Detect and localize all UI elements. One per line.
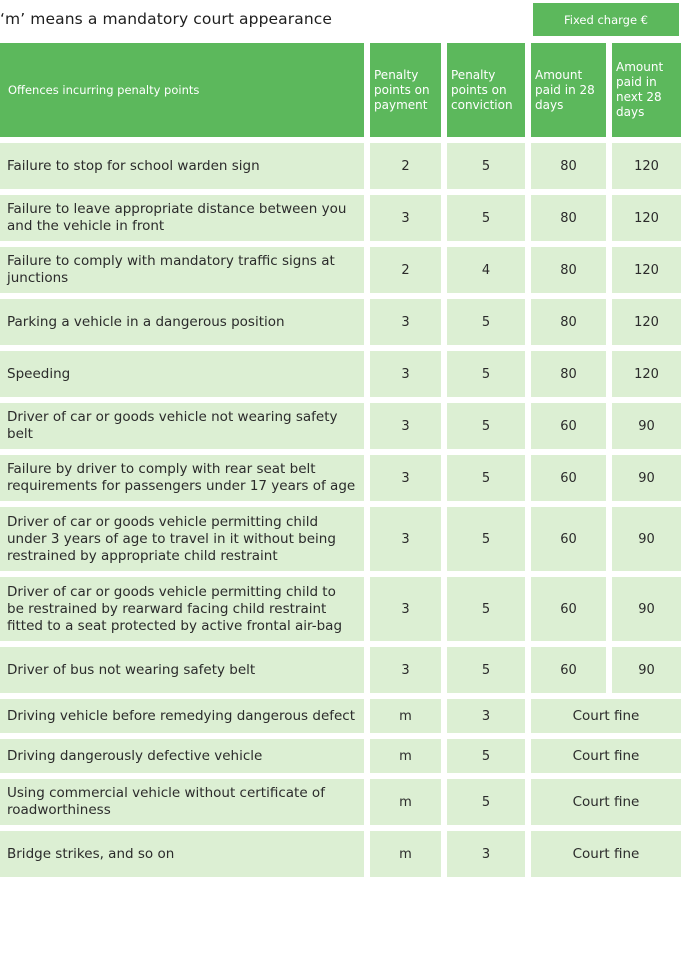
table-row: Driving vehicle before remedying dangero… xyxy=(0,699,681,739)
table-row: Driver of car or goods vehicle permittin… xyxy=(0,577,681,647)
table-row: Failure to leave appropriate distance be… xyxy=(0,195,681,247)
amount-next-28-days-cell: 90 xyxy=(612,455,681,507)
offence-cell: Failure to stop for school warden sign xyxy=(0,143,370,195)
amount-28-days-cell: 80 xyxy=(531,143,612,195)
points-on-payment-cell: m xyxy=(370,699,447,739)
offence-cell: Driver of car or goods vehicle not weari… xyxy=(0,403,370,455)
amount-28-days-cell: 60 xyxy=(531,647,612,699)
amount-28-days-cell: 60 xyxy=(531,455,612,507)
points-on-conviction-cell: 5 xyxy=(447,455,531,507)
amount-28-days-cell: 80 xyxy=(531,195,612,247)
points-on-payment-cell: 3 xyxy=(370,647,447,699)
points-on-conviction-cell: 5 xyxy=(447,143,531,195)
points-on-conviction-cell: 4 xyxy=(447,247,531,299)
table-row: Speeding 3 5 80 120 xyxy=(0,351,681,403)
court-fine-cell: Court fine xyxy=(531,739,681,779)
points-on-payment-cell: 2 xyxy=(370,143,447,195)
offence-cell: Speeding xyxy=(0,351,370,403)
penalty-points-table: Offences incurring penalty points Penalt… xyxy=(0,43,681,883)
points-on-payment-cell: 3 xyxy=(370,299,447,351)
points-on-payment-cell: 3 xyxy=(370,577,447,647)
table-row: Parking a vehicle in a dangerous positio… xyxy=(0,299,681,351)
offence-cell: Parking a vehicle in a dangerous positio… xyxy=(0,299,370,351)
points-on-conviction-cell: 3 xyxy=(447,831,531,883)
offence-cell: Failure to leave appropriate distance be… xyxy=(0,195,370,247)
points-on-conviction-cell: 5 xyxy=(447,577,531,647)
table-row: Failure to stop for school warden sign 2 5… xyxy=(0,143,681,195)
points-on-conviction-cell: 5 xyxy=(447,779,531,831)
offence-cell: Failure by driver to comply with rear se… xyxy=(0,455,370,507)
points-on-conviction-cell: 5 xyxy=(447,507,531,577)
table-header-row: Offences incurring penalty points Penalt… xyxy=(0,43,681,143)
offence-cell: Bridge strikes, and so on xyxy=(0,831,370,883)
amount-28-days-cell: 80 xyxy=(531,299,612,351)
amount-next-28-days-cell: 90 xyxy=(612,507,681,577)
header-offence: Offences incurring penalty points xyxy=(0,43,370,143)
points-on-payment-cell: m xyxy=(370,739,447,779)
offence-cell: Driving dangerously defective vehicle xyxy=(0,739,370,779)
points-on-conviction-cell: 5 xyxy=(447,351,531,403)
table-row: Driver of car or goods vehicle not weari… xyxy=(0,403,681,455)
amount-next-28-days-cell: 120 xyxy=(612,195,681,247)
mandatory-court-note: ‘m’ means a mandatory court appearance xyxy=(0,10,333,28)
amount-next-28-days-cell: 90 xyxy=(612,577,681,647)
points-on-payment-cell: 3 xyxy=(370,507,447,577)
header-points-on-conviction: Penalty points on conviction xyxy=(447,43,531,143)
table-row: Driver of bus not wearing safety belt 3 5 6… xyxy=(0,647,681,699)
offence-cell: Driving vehicle before remedying dangero… xyxy=(0,699,370,739)
court-fine-cell: Court fine xyxy=(531,779,681,831)
table-body: Failure to stop for school warden sign 2 5… xyxy=(0,143,681,883)
amount-next-28-days-cell: 90 xyxy=(612,647,681,699)
points-on-conviction-cell: 5 xyxy=(447,739,531,779)
table-row: Driving dangerously defective vehicle m 5 C… xyxy=(0,739,681,779)
header-points-on-payment: Penalty points on payment xyxy=(370,43,447,143)
table-row: Driver of car or goods vehicle permittin… xyxy=(0,507,681,577)
offence-cell: Using commercial vehicle without certifi… xyxy=(0,779,370,831)
table-row: Failure by driver to comply with rear se… xyxy=(0,455,681,507)
points-on-payment-cell: 3 xyxy=(370,403,447,455)
points-on-conviction-cell: 5 xyxy=(447,647,531,699)
points-on-payment-cell: 3 xyxy=(370,195,447,247)
points-on-payment-cell: m xyxy=(370,831,447,883)
offence-cell: Failure to comply with mandatory traffic… xyxy=(0,247,370,299)
points-on-payment-cell: m xyxy=(370,779,447,831)
points-on-conviction-cell: 5 xyxy=(447,195,531,247)
amount-28-days-cell: 60 xyxy=(531,507,612,577)
fixed-charge-header: Fixed charge € xyxy=(533,3,679,36)
amount-28-days-cell: 80 xyxy=(531,351,612,403)
points-on-payment-cell: 3 xyxy=(370,351,447,403)
amount-next-28-days-cell: 120 xyxy=(612,299,681,351)
points-on-conviction-cell: 3 xyxy=(447,699,531,739)
court-fine-cell: Court fine xyxy=(531,831,681,883)
amount-next-28-days-cell: 120 xyxy=(612,143,681,195)
offence-cell: Driver of car or goods vehicle permittin… xyxy=(0,577,370,647)
amount-next-28-days-cell: 120 xyxy=(612,247,681,299)
header-amount-next-28-days: Amount paid in next 28 days xyxy=(612,43,681,143)
amount-28-days-cell: 60 xyxy=(531,577,612,647)
offence-cell: Driver of bus not wearing safety belt xyxy=(0,647,370,699)
amount-28-days-cell: 80 xyxy=(531,247,612,299)
points-on-conviction-cell: 5 xyxy=(447,403,531,455)
court-fine-cell: Court fine xyxy=(531,699,681,739)
points-on-conviction-cell: 5 xyxy=(447,299,531,351)
amount-next-28-days-cell: 90 xyxy=(612,403,681,455)
table-row: Failure to comply with mandatory traffic… xyxy=(0,247,681,299)
amount-next-28-days-cell: 120 xyxy=(612,351,681,403)
table-row: Using commercial vehicle without certifi… xyxy=(0,779,681,831)
table-row: Bridge strikes, and so on m 3 Court fine xyxy=(0,831,681,883)
header-amount-28-days: Amount paid in 28 days xyxy=(531,43,612,143)
points-on-payment-cell: 2 xyxy=(370,247,447,299)
points-on-payment-cell: 3 xyxy=(370,455,447,507)
offence-cell: Driver of car or goods vehicle permittin… xyxy=(0,507,370,577)
amount-28-days-cell: 60 xyxy=(531,403,612,455)
